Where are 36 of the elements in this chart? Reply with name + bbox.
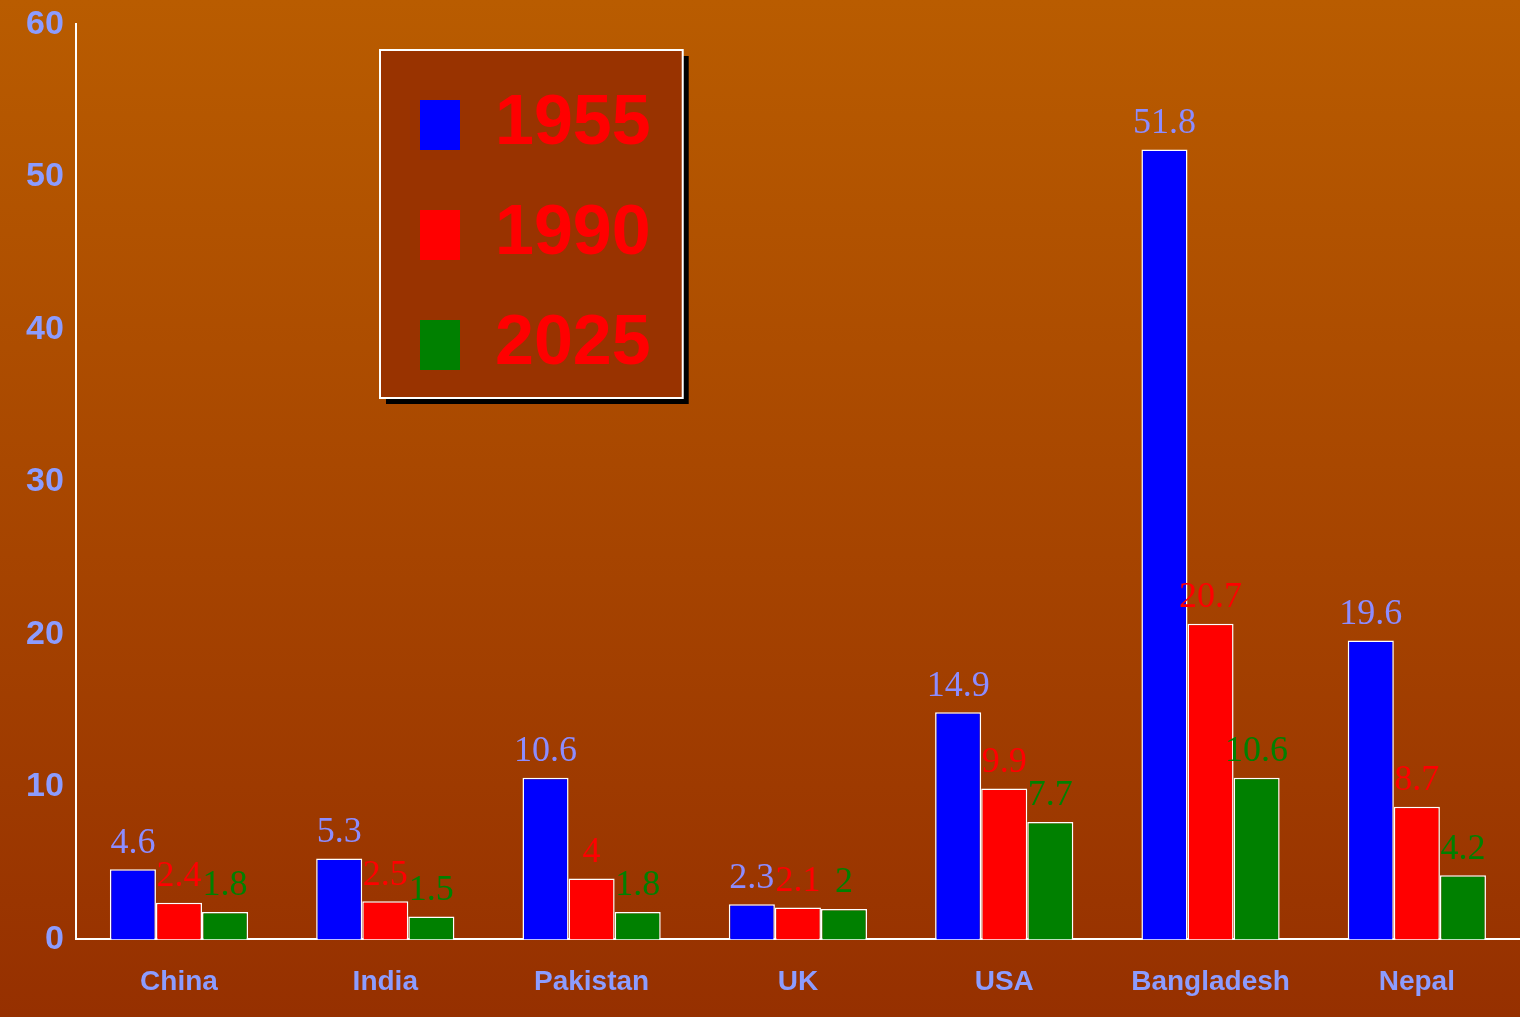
data-label: 2.4 xyxy=(156,854,202,895)
data-label: 2.5 xyxy=(362,852,408,893)
y-tick-label: 60 xyxy=(25,2,64,41)
y-tick-label: 40 xyxy=(25,307,64,346)
x-tick-label: China xyxy=(140,964,219,996)
data-label: 2 xyxy=(834,860,853,901)
x-tick-label: USA xyxy=(974,964,1034,996)
data-label: 2.1 xyxy=(775,858,821,899)
data-label: 1.5 xyxy=(408,867,454,908)
y-tick-label: 10 xyxy=(25,765,64,804)
x-tick-label: India xyxy=(352,964,419,996)
data-label: 51.8 xyxy=(1132,100,1196,141)
data-label: 4.6 xyxy=(110,820,156,861)
y-tick-label: 30 xyxy=(25,460,64,499)
data-label: 9.9 xyxy=(981,739,1027,780)
data-label: 5.3 xyxy=(316,810,362,851)
x-tick-label: Bangladesh xyxy=(1131,964,1290,996)
y-tick-label: 20 xyxy=(25,612,64,651)
data-label: 7.7 xyxy=(1027,773,1073,814)
data-label: 10.6 xyxy=(514,729,578,770)
data-label: 1.8 xyxy=(202,863,248,904)
legend-label: 1990 xyxy=(495,191,651,270)
x-tick-label: Pakistan xyxy=(534,964,650,996)
data-label: 1.8 xyxy=(615,863,661,904)
x-tick-label: UK xyxy=(777,964,819,996)
y-tick-label: 0 xyxy=(44,917,64,956)
data-label: 2.3 xyxy=(729,855,775,896)
data-label: 8.7 xyxy=(1394,758,1440,799)
x-tick-label: Nepal xyxy=(1378,964,1455,996)
y-tick-label: 50 xyxy=(25,155,64,194)
legend-label: 1955 xyxy=(495,81,651,160)
data-label: 19.6 xyxy=(1339,591,1403,632)
legend-label: 2025 xyxy=(495,301,651,380)
data-label: 4 xyxy=(582,829,601,870)
data-label: 4.2 xyxy=(1440,826,1486,867)
data-label: 14.9 xyxy=(926,663,990,704)
